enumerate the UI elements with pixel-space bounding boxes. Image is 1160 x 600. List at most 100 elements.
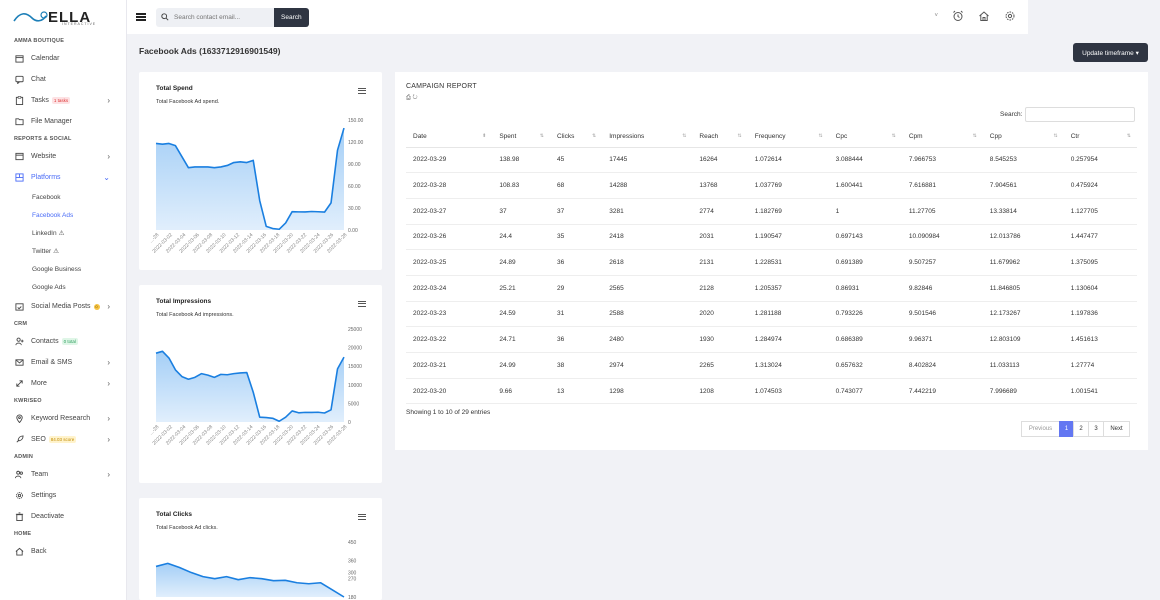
sidebar-subitem-facebook-ads[interactable]: Facebook Ads: [32, 211, 74, 219]
chart-menu-icon[interactable]: [358, 299, 366, 308]
column-header[interactable]: Cpp ⇅: [982, 126, 1064, 148]
sidebar-item-settings[interactable]: Settings: [0, 485, 126, 506]
sidebar-item-team[interactable]: Team ›: [0, 464, 126, 485]
sidebar-item-file-manager[interactable]: File Manager: [0, 111, 126, 132]
series-area: [156, 563, 344, 597]
table-info: Showing 1 to 10 of 29 entries: [406, 409, 491, 416]
topbar: Search ˅: [127, 0, 1028, 34]
sidebar-item-keyword-research[interactable]: Keyword Research ›: [0, 408, 126, 429]
hamburger-menu-icon[interactable]: [136, 12, 146, 23]
table-cell: 11.679962: [982, 249, 1064, 276]
chevron-right-icon: ›: [107, 435, 110, 444]
series-line: [155, 562, 345, 598]
alarm-clock-icon[interactable]: [952, 10, 964, 22]
sidebar-item-platforms[interactable]: Platforms ⌄: [0, 167, 126, 188]
sidebar-item-deactivate[interactable]: Deactivate: [0, 506, 126, 527]
home-icon[interactable]: [978, 10, 990, 22]
column-header[interactable]: Cpc ⇅: [828, 126, 902, 148]
sidebar-subitem-twitter[interactable]: Twitter ⚠: [0, 242, 126, 260]
pagination-next[interactable]: Next: [1103, 421, 1130, 437]
table-cell: 1.197836: [1063, 301, 1137, 328]
sidebar-subitem-google-ads[interactable]: Google Ads: [32, 283, 66, 291]
update-timeframe-button[interactable]: Update timeframe ▾: [1073, 43, 1148, 62]
y-tick-label: 20000: [348, 346, 362, 352]
column-header[interactable]: Ctr ⇅: [1063, 126, 1137, 148]
column-header[interactable]: Impressions ⇅: [602, 126, 693, 148]
sidebar-item-back[interactable]: Back: [0, 541, 126, 562]
table-search-input[interactable]: [1025, 107, 1136, 122]
y-tick-label: 10000: [348, 383, 362, 389]
page-title: Facebook Ads (1633712916901549): [139, 46, 281, 56]
search-input[interactable]: [174, 13, 274, 21]
series-area: [156, 351, 344, 422]
logo-subtitle: INTERACTIVE: [62, 22, 97, 26]
column-header-label: Spent: [499, 132, 517, 140]
sidebar-item-email-sms[interactable]: Email & SMS ›: [0, 352, 126, 373]
section-amma-boutique: AMMA BOUTIQUE: [14, 38, 65, 44]
sidebar-item-label: Platforms: [31, 174, 61, 181]
sidebar-subitem-facebook[interactable]: Facebook: [32, 193, 61, 201]
column-header[interactable]: Frequency ⇅: [747, 126, 829, 148]
chart-menu-icon[interactable]: [358, 86, 366, 95]
sidebar-item-website[interactable]: Website ›: [0, 146, 126, 167]
refresh-icon[interactable]: ↻: [412, 95, 418, 101]
table-cell: 11.033113: [982, 352, 1064, 379]
table-cell: 13.33814: [982, 198, 1064, 225]
table-cell: 2480: [602, 326, 693, 353]
table-row: 2022-03-23 24.59 31 2588 2020 1.281188 0.79322…: [406, 301, 1137, 328]
chart-menu-icon[interactable]: [358, 512, 366, 521]
table-cell: 7.904561: [982, 172, 1064, 199]
export-icon[interactable]: ⎙: [406, 95, 411, 101]
pagination-page-1[interactable]: 1: [1059, 421, 1074, 437]
chevron-right-icon: ›: [107, 470, 110, 479]
table-cell: 9.82846: [901, 275, 983, 302]
column-header[interactable]: Clicks ⇅: [550, 126, 603, 148]
table-row: 2022-03-21 24.99 38 2974 2265 1.313024 0.65763…: [406, 352, 1137, 379]
table-cell: 2022-03-24: [406, 275, 493, 302]
column-header[interactable]: Cpm ⇅: [901, 126, 983, 148]
sidebar-item-label: LinkedIn: [32, 229, 57, 237]
table-cell: 36: [550, 326, 603, 353]
sidebar-item-social-media-posts[interactable]: Social Media Posts 0 ›: [0, 296, 126, 317]
chart-plot: 150.00120.0090.0060.0030.000.00...-28202…: [148, 118, 363, 255]
column-header[interactable]: Date ⬍: [406, 126, 493, 148]
sidebar-item-tasks[interactable]: Tasks 1 tasks ›: [0, 90, 126, 111]
table-cell: 3.088444: [828, 147, 902, 174]
y-tick-label: 25000: [348, 327, 362, 333]
y-tick-label: 360: [348, 558, 357, 564]
search-field[interactable]: [156, 7, 274, 27]
table-row: 2022-03-24 25.21 29 2565 2128 1.205357 0.86931…: [406, 275, 1137, 302]
y-tick-label: 300: [348, 571, 357, 577]
table-cell: 1.205357: [747, 275, 829, 302]
warning-icon: ⚠: [53, 248, 59, 255]
column-header-label: Cpc: [835, 132, 848, 140]
sidebar-item-more[interactable]: More ›: [0, 373, 126, 394]
pagination-previous[interactable]: Previous: [1021, 421, 1060, 437]
sidebar-item-contacts[interactable]: Contacts 0 total: [0, 331, 126, 352]
logo-text: ELLA: [48, 8, 92, 26]
gear-icon[interactable]: [1004, 10, 1016, 22]
sidebar-subitem-google-business[interactable]: Google Business: [32, 265, 82, 273]
pagination-page-3[interactable]: 3: [1088, 421, 1104, 437]
table-cell: 11.846805: [982, 275, 1064, 302]
chevron-right-icon: ›: [107, 152, 110, 161]
sidebar-item-seo[interactable]: SEO 84.03 score ›: [0, 429, 126, 450]
table-cell: 2022-03-28: [406, 172, 493, 199]
column-header[interactable]: Spent ⇅: [492, 126, 550, 148]
report-toolbar: ⎙ ↻: [406, 95, 418, 102]
search-button[interactable]: Search: [274, 7, 309, 27]
dropdown-caret-icon[interactable]: ˅: [934, 13, 938, 19]
sidebar-item-calendar[interactable]: Calendar: [0, 48, 126, 69]
y-tick-label: 30.00: [348, 206, 361, 212]
table-cell: 2128: [692, 275, 748, 302]
column-header[interactable]: Reach ⇅: [692, 126, 748, 148]
user-plus-icon: [14, 337, 24, 347]
sidebar-item-chat[interactable]: Chat: [0, 69, 126, 90]
table-cell: 0.475924: [1063, 172, 1137, 199]
table-cell: 25.21: [492, 275, 550, 302]
table-cell: 1.130604: [1063, 275, 1137, 302]
logo[interactable]: ELLA INTERACTIVE: [0, 0, 126, 34]
table-cell: 2022-03-25: [406, 249, 493, 276]
sidebar-subitem-linkedin[interactable]: LinkedIn ⚠: [0, 224, 126, 242]
pagination-page-2[interactable]: 2: [1073, 421, 1089, 437]
